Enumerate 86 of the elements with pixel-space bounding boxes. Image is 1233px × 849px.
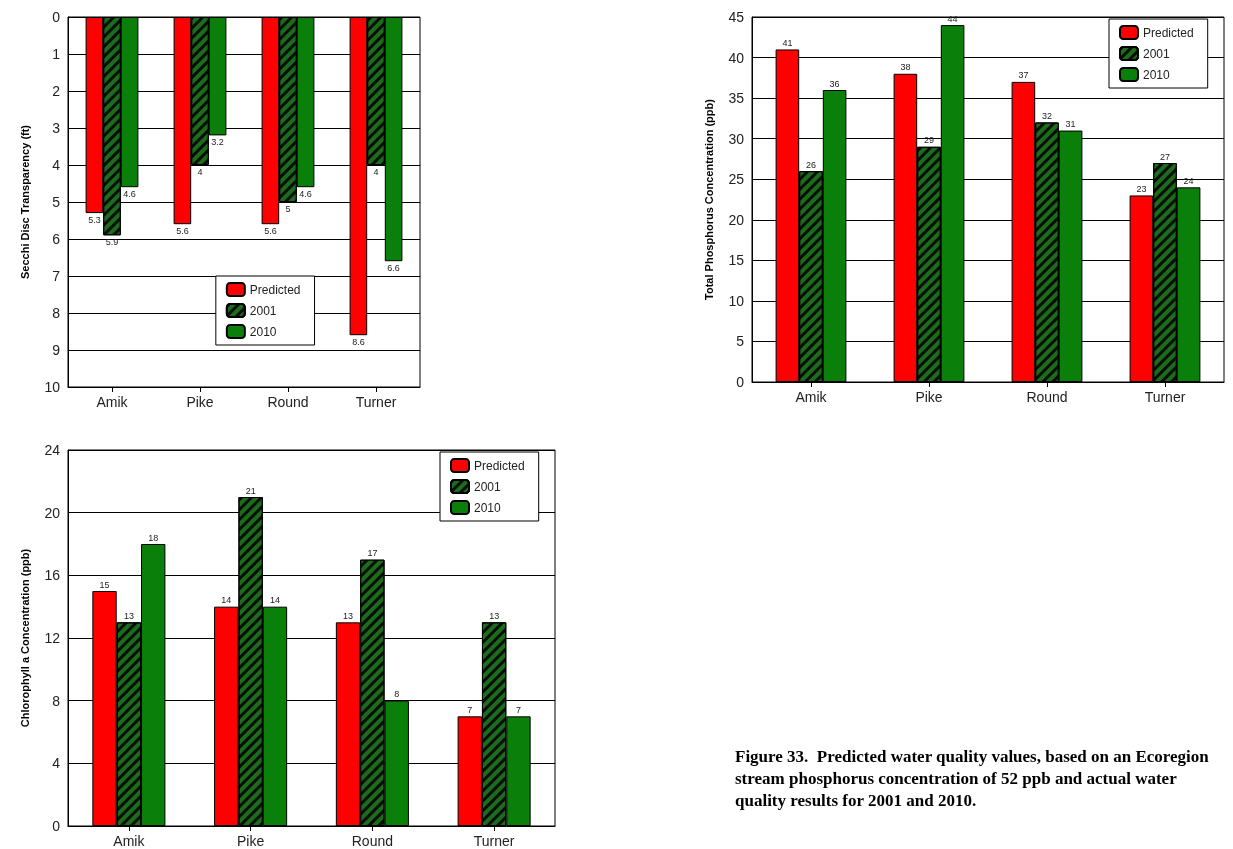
data-label: 4: [197, 166, 203, 177]
y-tick-label: 8: [52, 692, 61, 709]
data-label: 13: [343, 610, 354, 621]
data-label: 18: [148, 532, 159, 543]
legend-label: 2001: [249, 303, 277, 318]
legend-label: 2010: [474, 500, 502, 515]
data-label: 4.6: [299, 188, 312, 199]
data-label: 36: [829, 78, 840, 89]
data-label: 41: [782, 37, 793, 48]
x-tick-label: Turner: [473, 833, 515, 849]
legend-label: Predicted: [474, 458, 525, 473]
y-tick-label: 25: [728, 171, 745, 188]
data-label: 5.6: [264, 225, 277, 236]
y-tick-label: 0: [52, 9, 61, 25]
data-label: 7: [467, 704, 473, 715]
legend-label: 2001: [1143, 46, 1171, 61]
data-label: 32: [1041, 110, 1053, 121]
data-label: 8.6: [352, 336, 365, 347]
data-label: 38: [900, 62, 911, 73]
caption: Figure 33. Predicted water quality values, based on an Ecoregion stream phosphorus concentration of 52 ppb and actual water quality results for 2001 and 2010.: [735, 746, 1214, 810]
data-label: 3.2: [211, 136, 224, 147]
data-label: 14: [269, 595, 280, 606]
y-tick-label: 0: [736, 374, 745, 390]
legend-label: Predicted: [1143, 25, 1194, 40]
y-tick-label: 30: [728, 130, 745, 147]
data-label: 4.6: [123, 188, 136, 199]
x-tick-label: Round: [1026, 389, 1068, 405]
x-tick-label: Amik: [96, 394, 129, 410]
data-label: 31: [1065, 119, 1076, 130]
y-tick-label: 7: [52, 268, 61, 284]
y-tick-label: 4: [52, 157, 61, 173]
x-tick-label: Turner: [355, 394, 397, 410]
y-tick-label: 16: [44, 567, 61, 584]
y-tick-label: 6: [52, 231, 61, 247]
y-tick-label: 5: [736, 333, 745, 350]
y-tick-label: 9: [52, 342, 61, 358]
data-label: 5.9: [105, 236, 119, 247]
y-tick-label: 24: [44, 442, 61, 458]
data-label: 5.3: [88, 214, 101, 225]
legend-label: 2010: [1143, 67, 1171, 82]
y-tick-label: 2: [52, 83, 61, 99]
x-tick-label: Turner: [1144, 389, 1186, 405]
x-tick-label: Round: [267, 394, 309, 410]
y-axis-title: Secchi Disc Transparency (ft): [18, 124, 31, 280]
data-label: 27: [1159, 151, 1171, 162]
y-tick-label: 10: [728, 292, 745, 309]
y-tick-label: 0: [52, 818, 61, 834]
data-label: 21: [245, 485, 256, 496]
y-tick-label: 15: [728, 252, 745, 269]
data-label: 8: [394, 689, 400, 700]
y-axis-title: Chlorophyll a Concentration (ppb): [18, 548, 31, 728]
data-label: 17: [367, 548, 378, 559]
y-tick-label: 45: [728, 9, 745, 25]
x-tick-label: Round: [351, 833, 394, 849]
y-tick-label: 10: [44, 379, 61, 395]
y-tick-label: 5: [52, 194, 61, 210]
x-tick-label: Amik: [795, 389, 828, 405]
legend-label: Predicted: [249, 282, 301, 297]
x-tick-label: Pike: [237, 833, 265, 849]
x-tick-label: Pike: [915, 389, 943, 405]
data-label: 6.6: [387, 262, 400, 273]
data-label: 14: [221, 595, 232, 606]
y-tick-label: 1: [52, 46, 61, 62]
legend-label: 2001: [474, 479, 502, 494]
y-axis-title: Total Phosphorus Concentration (ppb): [702, 98, 715, 300]
data-label: 5.6: [176, 225, 189, 236]
x-tick-label: Amik: [113, 833, 146, 849]
legend-label: 2010: [249, 324, 277, 339]
data-label: 37: [1018, 70, 1029, 81]
data-label: 5: [285, 203, 291, 214]
y-tick-label: 12: [44, 630, 61, 646]
data-label: 15: [99, 579, 110, 590]
y-tick-label: 20: [728, 211, 745, 228]
x-tick-label: Pike: [186, 394, 214, 410]
y-tick-label: 8: [52, 305, 61, 321]
data-label: 26: [805, 159, 817, 170]
data-label: 4: [373, 166, 379, 177]
y-tick-label: 40: [728, 49, 745, 66]
data-label: 13: [123, 610, 134, 621]
y-tick-label: 20: [44, 504, 61, 521]
y-tick-label: 35: [728, 90, 745, 107]
y-tick-label: 3: [52, 120, 61, 136]
data-label: 13: [489, 610, 500, 621]
y-tick-label: 4: [52, 755, 61, 772]
data-label: 7: [515, 704, 521, 715]
data-label: 23: [1136, 183, 1147, 194]
